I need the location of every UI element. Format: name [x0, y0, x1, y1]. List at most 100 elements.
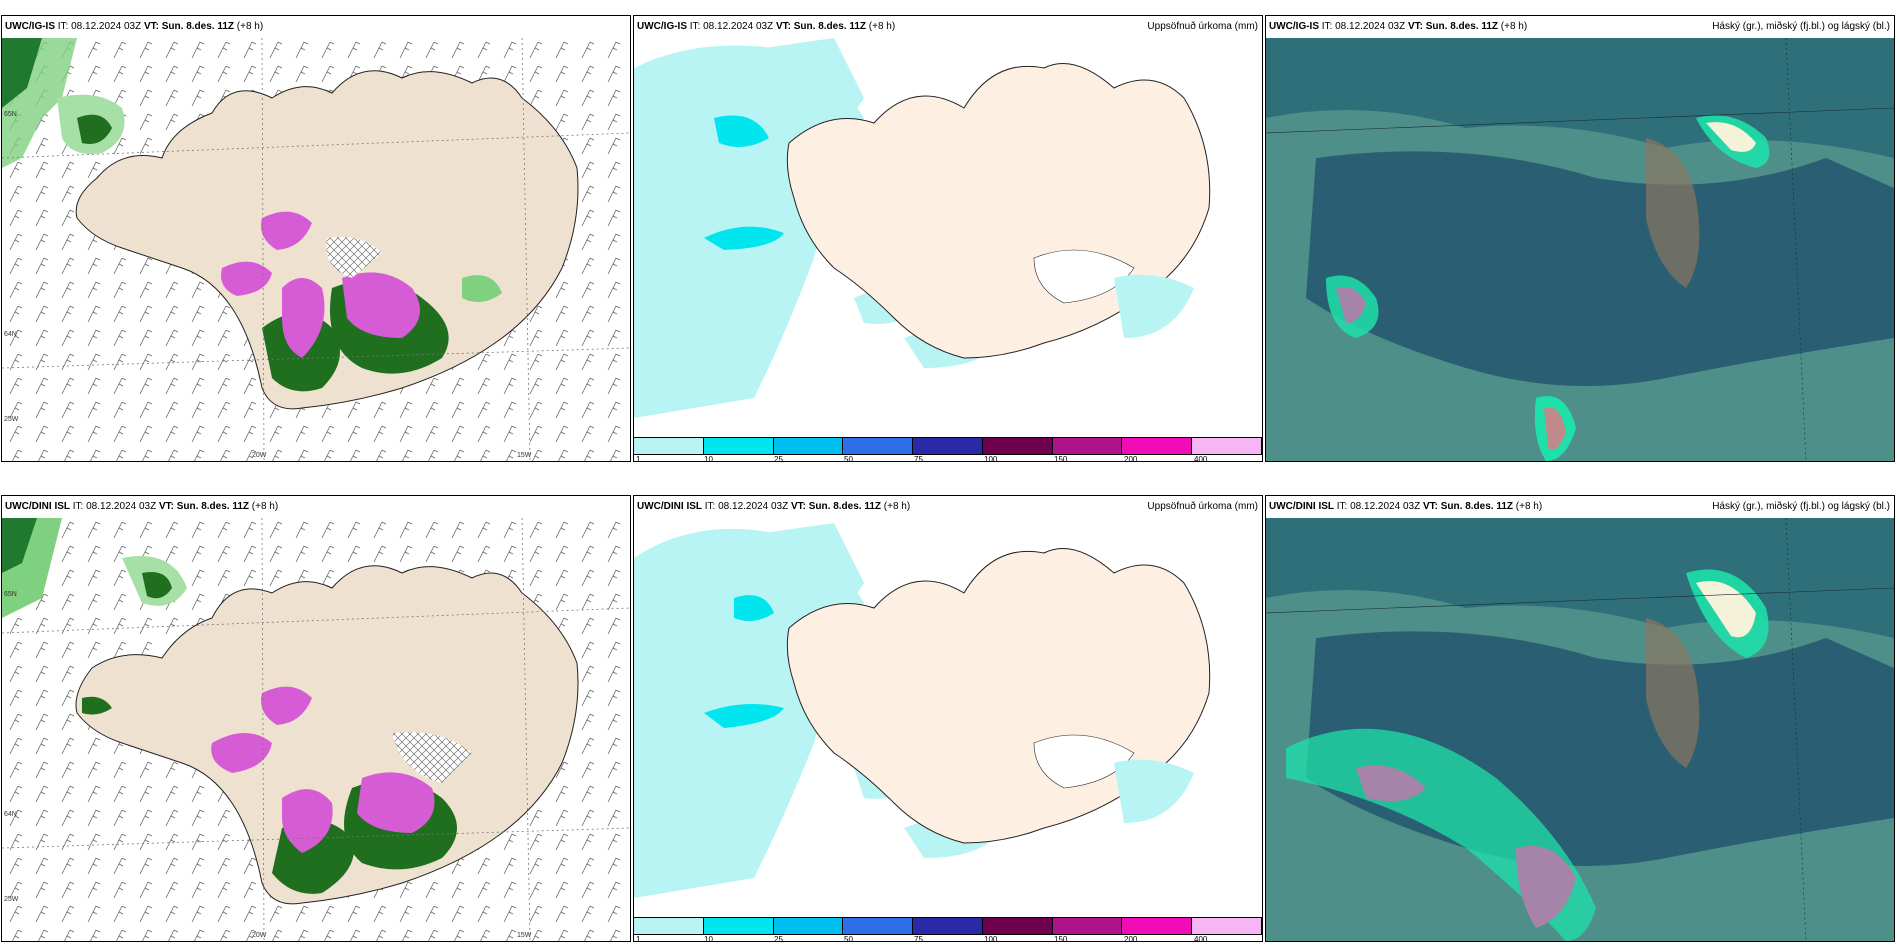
- legend-tick: 400: [1194, 935, 1208, 942]
- it-value: 08.12.2024 03Z: [718, 501, 789, 512]
- legend-tick: 100: [984, 455, 998, 462]
- lat-label-65n: 65N: [4, 111, 17, 118]
- legend-swatch: [1192, 918, 1262, 934]
- vt-value: Sun. 8.des. 11Z: [161, 21, 235, 32]
- legend-swatch: [1122, 918, 1193, 934]
- lat-label-64n: 64N: [4, 331, 17, 338]
- precip-panel-bottom: UWC/DINI ISL IT: 08.12.2024 03Z VT: Sun.…: [633, 495, 1263, 942]
- vt-value: Sun. 8.des. 11Z: [1440, 501, 1514, 512]
- vt-value: Sun. 8.des. 11Z: [808, 501, 882, 512]
- vt-value: Sun. 8.des. 11Z: [176, 501, 250, 512]
- panel-header: UWC/DINI ISL IT: 08.12.2024 03Z VT: Sun.…: [1266, 496, 1894, 518]
- legend-swatch: [773, 918, 844, 934]
- cloud-title: Háský (gr.), miðský (fj.bl.) og lágský (…: [1712, 21, 1890, 32]
- cloud-panel-top: UWC/IG-IS IT: 08.12.2024 03Z VT: Sun. 8.…: [1265, 15, 1895, 462]
- lon-label-15w: 15W: [517, 452, 532, 459]
- vt-value: Sun. 8.des. 11Z: [1425, 21, 1499, 32]
- lead-time: (+8 h): [883, 501, 911, 512]
- panel-header: UWC/IG-IS IT: 08.12.2024 03Z VT: Sun. 8.…: [1266, 16, 1894, 38]
- legend-tick: 150: [1054, 455, 1068, 462]
- lead-time: (+8 h): [1515, 501, 1543, 512]
- legend-tick: 75: [914, 935, 923, 942]
- panel-header: UWC/DINI ISL IT: 08.12.2024 03Z VT: Sun.…: [634, 496, 1262, 518]
- lead-time: (+8 h): [1500, 21, 1528, 32]
- legend-swatch: [982, 918, 1053, 934]
- vt-label: VT:: [1407, 21, 1423, 32]
- legend-swatch: [703, 918, 774, 934]
- lead-time: (+8 h): [251, 501, 279, 512]
- vt-value: Sun. 8.des. 11Z: [793, 21, 867, 32]
- it-value: 08.12.2024 03Z: [1350, 501, 1421, 512]
- lat-label-64n: 64N: [4, 811, 17, 818]
- it-value: 08.12.2024 03Z: [1335, 21, 1406, 32]
- legend-tick: 400: [1194, 455, 1208, 462]
- legend-swatch: [1052, 918, 1123, 934]
- vt-label: VT:: [143, 21, 159, 32]
- precip-legend: 1 10 25 50 75 100 150 200 400: [634, 915, 1262, 941]
- legend-swatch: [703, 438, 774, 454]
- legend-swatch: [1052, 438, 1123, 454]
- legend-swatch: [1122, 438, 1193, 454]
- cloud-map: [1266, 518, 1894, 941]
- legend-tick: 25: [774, 935, 783, 942]
- cloud-panel-bottom: UWC/DINI ISL IT: 08.12.2024 03Z VT: Sun.…: [1265, 495, 1895, 942]
- legend-swatch: [843, 918, 914, 934]
- vt-label: VT:: [775, 21, 791, 32]
- legend-tick: 75: [914, 455, 923, 462]
- vt-label: VT:: [1422, 501, 1438, 512]
- legend-tick: 200: [1124, 935, 1138, 942]
- panel-header: UWC/IG-IS IT: 08.12.2024 03Z VT: Sun. 8.…: [2, 16, 630, 38]
- precip-map: [634, 518, 1262, 941]
- lead-time: (+8 h): [868, 21, 896, 32]
- legend-tick: 10: [704, 455, 713, 462]
- it-label: IT:: [72, 501, 84, 512]
- legend-swatch: [982, 438, 1053, 454]
- wind-snow-panel-top: UWC/IG-IS IT: 08.12.2024 03Z VT: Sun. 8.…: [1, 15, 631, 462]
- it-label: IT:: [57, 21, 69, 32]
- lon-label-25w: 25W: [4, 416, 19, 423]
- precip-legend: 1 10 25 50 75 100 150 200 400: [634, 435, 1262, 461]
- it-label: IT:: [1321, 21, 1333, 32]
- wind-snow-map: [2, 518, 630, 941]
- panel-header: UWC/IG-IS IT: 08.12.2024 03Z VT: Sun. 8.…: [634, 16, 1262, 38]
- model-name: UWC/DINI ISL: [1269, 501, 1334, 512]
- model-name: UWC/IG-IS: [637, 21, 687, 32]
- precip-title: Uppsöfnuð úrkoma (mm): [1147, 21, 1258, 32]
- wind-snow-panel-bottom: UWC/DINI ISL IT: 08.12.2024 03Z VT: Sun.…: [1, 495, 631, 942]
- legend-swatch: [634, 438, 704, 454]
- legend-swatch: [773, 438, 844, 454]
- legend-tick: 100: [984, 935, 998, 942]
- it-value: 08.12.2024 03Z: [86, 501, 157, 512]
- legend-tick: 50: [844, 935, 853, 942]
- legend-swatch: [913, 438, 983, 454]
- cloud-map: [1266, 38, 1894, 461]
- it-value: 08.12.2024 03Z: [71, 21, 142, 32]
- lat-label-65n: 65N: [4, 591, 17, 598]
- lon-label-20w: 20W: [252, 452, 267, 459]
- legend-tick: 200: [1124, 455, 1138, 462]
- it-label: IT:: [689, 21, 701, 32]
- lead-time: (+8 h): [236, 21, 264, 32]
- model-name: UWC/DINI ISL: [637, 501, 702, 512]
- legend-tick: 50: [844, 455, 853, 462]
- cloud-title: Háský (gr.), miðský (fj.bl.) og lágský (…: [1712, 501, 1890, 512]
- legend-swatch: [913, 918, 983, 934]
- lon-label-25w: 25W: [4, 896, 19, 903]
- legend-swatch: [634, 918, 704, 934]
- it-label: IT:: [1336, 501, 1348, 512]
- legend-tick: 1: [636, 455, 641, 462]
- lon-label-20w: 20W: [252, 932, 267, 939]
- legend-tick: 1: [636, 935, 641, 942]
- vt-label: VT:: [158, 501, 174, 512]
- model-name: UWC/IG-IS: [5, 21, 55, 32]
- panel-header: UWC/DINI ISL IT: 08.12.2024 03Z VT: Sun.…: [2, 496, 630, 518]
- legend-swatch: [1192, 438, 1262, 454]
- lon-label-15w: 15W: [517, 932, 532, 939]
- legend-tick: 150: [1054, 935, 1068, 942]
- vt-label: VT:: [790, 501, 806, 512]
- legend-tick: 25: [774, 455, 783, 462]
- legend-color-bar: [634, 437, 1262, 455]
- model-name: UWC/DINI ISL: [5, 501, 70, 512]
- legend-swatch: [843, 438, 914, 454]
- precip-map: [634, 38, 1262, 461]
